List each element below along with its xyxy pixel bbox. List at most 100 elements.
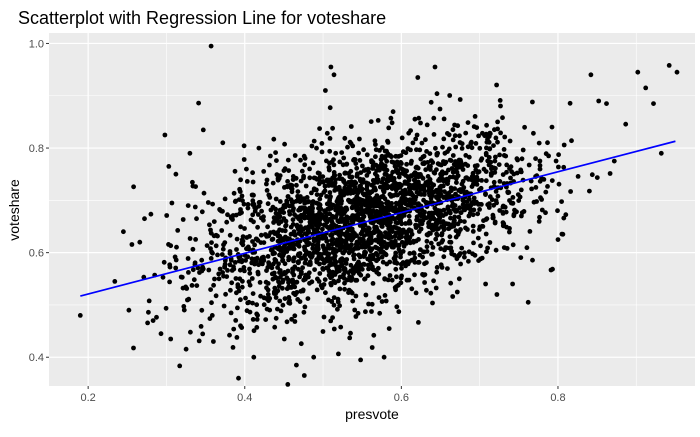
data-point: [269, 265, 275, 271]
data-point: [492, 158, 498, 164]
data-point: [452, 122, 457, 128]
data-point: [393, 187, 399, 193]
data-point: [510, 242, 516, 248]
data-point: [354, 173, 360, 179]
data-point: [285, 194, 291, 200]
data-point: [264, 188, 270, 193]
data-point: [348, 141, 354, 147]
data-point: [430, 300, 435, 306]
data-point: [274, 158, 279, 164]
data-point: [273, 196, 279, 202]
data-point: [228, 287, 233, 293]
data-point: [289, 189, 295, 195]
data-point: [247, 266, 252, 272]
data-point: [271, 136, 277, 142]
data-point: [310, 160, 316, 166]
data-point: [375, 252, 380, 258]
data-point: [259, 208, 264, 214]
data-point: [326, 167, 332, 173]
data-point: [394, 159, 400, 165]
data-point: [254, 325, 260, 330]
data-point: [337, 274, 343, 280]
data-point: [272, 324, 278, 330]
data-point: [409, 204, 414, 209]
data-point: [408, 147, 413, 153]
data-point: [390, 205, 396, 211]
data-point: [239, 210, 244, 216]
data-point: [363, 241, 369, 246]
data-point: [320, 243, 326, 249]
data-point: [533, 185, 539, 190]
data-point: [287, 211, 293, 217]
data-point: [314, 257, 320, 263]
data-point: [377, 310, 383, 316]
data-point: [445, 266, 450, 271]
data-point: [255, 224, 260, 230]
data-point: [434, 91, 440, 97]
data-point: [453, 234, 459, 240]
data-point: [472, 201, 477, 206]
data-point: [245, 205, 251, 211]
data-point: [289, 285, 294, 290]
data-point: [302, 304, 308, 310]
data-point: [267, 162, 272, 168]
data-point: [234, 247, 239, 252]
data-point: [484, 122, 489, 128]
data-point: [294, 222, 300, 228]
data-point: [422, 189, 428, 194]
data-point: [324, 258, 329, 264]
data-point: [421, 249, 426, 255]
data-point: [462, 254, 467, 260]
data-point: [299, 168, 305, 174]
data-point: [502, 134, 508, 140]
data-point: [241, 143, 247, 149]
data-point: [335, 299, 341, 305]
data-point: [281, 168, 287, 174]
data-point: [483, 169, 489, 175]
data-point: [549, 124, 555, 130]
data-point: [471, 195, 477, 201]
data-point: [469, 184, 475, 190]
data-point: [235, 284, 241, 290]
data-point: [387, 273, 393, 278]
data-point: [355, 190, 361, 196]
data-point: [556, 181, 562, 187]
data-point: [424, 122, 430, 128]
data-point: [398, 166, 404, 171]
data-point: [413, 225, 419, 231]
data-point: [393, 200, 399, 206]
data-point: [247, 270, 253, 276]
x-tick-label: 0.6: [394, 392, 409, 404]
data-point: [297, 299, 303, 304]
data-point: [199, 209, 205, 215]
data-point: [364, 152, 370, 158]
data-point: [283, 234, 288, 240]
data-point: [220, 246, 226, 252]
data-point: [494, 200, 499, 206]
data-point: [493, 189, 499, 194]
data-point: [430, 245, 436, 250]
data-point: [267, 296, 273, 301]
data-point: [296, 230, 302, 236]
data-point: [297, 199, 303, 205]
data-point: [396, 309, 402, 315]
data-point: [425, 174, 431, 179]
x-tick-label: 0.2: [81, 392, 96, 404]
data-point: [507, 229, 512, 235]
data-point: [504, 224, 509, 230]
data-point: [360, 226, 366, 231]
data-point: [213, 293, 219, 299]
data-point: [324, 250, 329, 256]
data-point: [416, 115, 422, 121]
data-point: [224, 274, 230, 279]
data-point: [309, 255, 314, 260]
data-point: [275, 176, 281, 181]
data-point: [465, 120, 471, 125]
data-point: [273, 315, 279, 321]
data-point: [239, 258, 245, 263]
data-point: [314, 176, 320, 182]
data-point: [295, 260, 301, 266]
data-point: [422, 280, 427, 285]
data-point: [351, 231, 357, 237]
data-point: [530, 99, 535, 105]
